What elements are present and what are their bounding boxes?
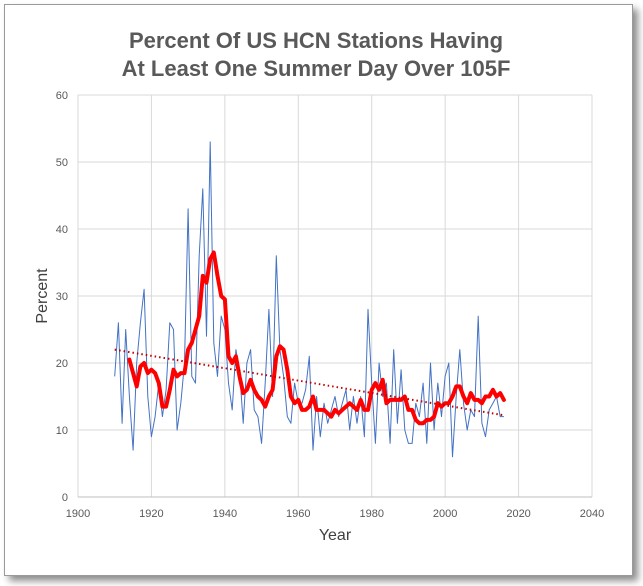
y-tick-label: 60 <box>56 90 68 102</box>
series <box>114 141 506 458</box>
x-tick-label: 1940 <box>213 508 237 520</box>
annual-series-line <box>114 141 504 458</box>
x-tick-label: 1960 <box>286 508 310 520</box>
y-tick-label: 10 <box>56 425 68 437</box>
y-tick-label: 0 <box>62 492 68 504</box>
x-tick-label: 1900 <box>66 508 90 520</box>
x-tick-label: 2020 <box>506 508 530 520</box>
gridlines <box>77 94 593 497</box>
chart-title-line-2: At Least One Summer Day Over 105F <box>122 56 511 81</box>
y-tick-label: 20 <box>56 358 68 370</box>
x-tick-label: 1980 <box>359 508 383 520</box>
labels: Percent Of US HCN Stations Having At Lea… <box>34 28 510 544</box>
x-tick-label: 1920 <box>139 508 163 520</box>
trend-line <box>114 348 505 417</box>
y-tick-label: 40 <box>56 224 68 236</box>
x-tick-label: 2000 <box>433 508 457 520</box>
chart-frame <box>4 4 633 576</box>
y-axis-label: Percent <box>34 268 51 324</box>
x-tick-label: 2040 <box>580 508 604 520</box>
y-tick-label: 50 <box>56 157 68 169</box>
x-axis-label: Year <box>319 527 352 544</box>
chart-title-line-1: Percent Of US HCN Stations Having <box>129 28 503 53</box>
smoothed-series-line <box>127 250 506 426</box>
axes: 0 10 20 30 40 50 60 1900 1920 1940 1960 1980 2000 202… <box>56 90 604 520</box>
y-tick-label: 30 <box>56 291 68 303</box>
